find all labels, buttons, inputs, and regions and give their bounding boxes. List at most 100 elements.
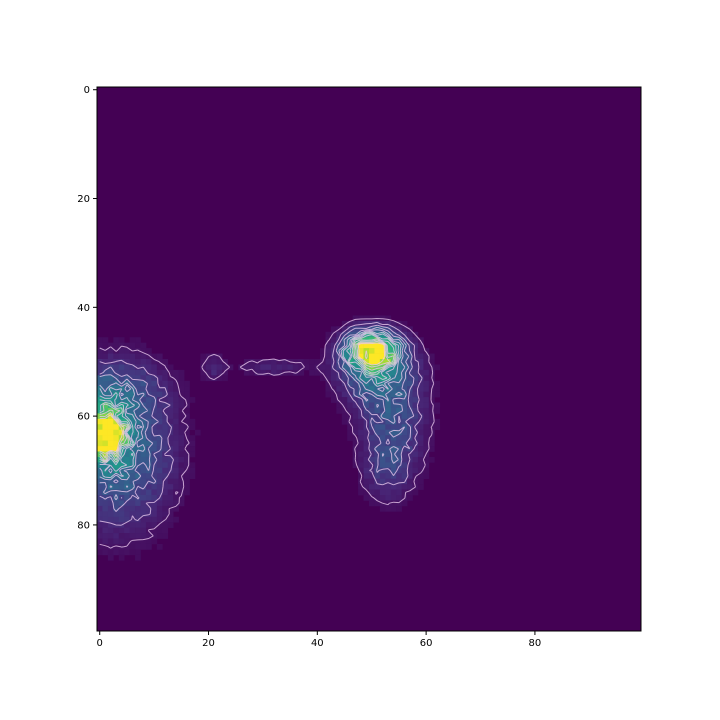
heatmap-cell xyxy=(184,478,190,485)
heatmap-cell xyxy=(156,391,163,398)
heatmap-cell xyxy=(173,435,179,441)
heatmap-cell xyxy=(396,407,402,414)
heatmap-cell xyxy=(352,413,359,420)
heatmap-cell xyxy=(407,467,413,474)
heatmap-cell xyxy=(178,435,185,441)
heatmap-cell xyxy=(428,440,435,447)
heatmap-cell xyxy=(184,407,190,414)
heatmap-cell xyxy=(407,478,413,485)
heatmap-cell xyxy=(124,489,130,496)
heatmap-cell xyxy=(107,424,114,431)
heatmap-cell xyxy=(113,397,120,403)
heatmap-cell xyxy=(401,397,408,403)
heatmap-cell xyxy=(341,407,348,414)
heatmap-cell xyxy=(374,462,381,469)
heatmap-cell xyxy=(140,543,147,550)
heatmap-cell xyxy=(363,435,370,441)
heatmap-cell xyxy=(347,397,354,403)
heatmap-cell xyxy=(107,386,114,392)
heatmap-cell xyxy=(363,489,370,496)
heatmap-cell xyxy=(107,538,114,545)
heatmap-cell xyxy=(243,364,250,371)
heatmap-cell xyxy=(145,424,152,431)
contour-line xyxy=(99,333,399,466)
x-axis: 0 20 40 60 80 xyxy=(97,631,541,649)
heatmap-cell xyxy=(129,337,136,344)
heatmap-cell xyxy=(102,391,109,398)
heatmap-cell xyxy=(396,446,402,452)
heatmap-cell xyxy=(412,386,419,392)
heatmap-cell xyxy=(401,462,408,469)
heatmap-cell xyxy=(407,413,413,420)
heatmap-cell xyxy=(390,505,397,512)
heatmap-cell xyxy=(385,391,392,398)
heatmap-cell xyxy=(352,407,359,414)
heatmap-cell xyxy=(162,380,169,387)
heatmap-cell xyxy=(347,402,354,409)
heatmap-cell xyxy=(135,473,141,480)
heatmap-cell xyxy=(325,353,332,360)
heatmap-cell xyxy=(184,386,190,392)
heatmap-cell xyxy=(336,364,343,371)
heatmap-cell xyxy=(167,397,174,403)
heatmap-cell xyxy=(129,386,136,392)
heatmap-cell xyxy=(358,353,364,360)
heatmap-cell xyxy=(145,522,152,528)
heatmap-cell xyxy=(417,380,424,387)
heatmap-cell xyxy=(390,402,397,409)
heatmap-cell xyxy=(156,505,163,512)
heatmap-cell xyxy=(396,391,402,398)
heatmap-cell xyxy=(363,359,370,365)
heatmap-cell xyxy=(107,522,114,528)
heatmap-cell xyxy=(124,435,130,441)
heatmap-cell xyxy=(140,446,147,452)
x-tick-label: 20 xyxy=(202,638,215,649)
heatmap-cell xyxy=(167,495,174,501)
heatmap-cell xyxy=(107,451,114,458)
heatmap-cell xyxy=(341,364,348,371)
heatmap-cell xyxy=(379,429,386,436)
heatmap-cell xyxy=(369,473,375,480)
heatmap-cell xyxy=(124,538,130,545)
heatmap-cell xyxy=(423,353,430,360)
heatmap-cell xyxy=(102,533,109,539)
heatmap-cell xyxy=(396,440,402,447)
heatmap-cell xyxy=(417,364,424,371)
heatmap-cell xyxy=(129,375,136,382)
heatmap-cell xyxy=(113,478,120,485)
heatmap-cell xyxy=(423,467,430,474)
heatmap-cell xyxy=(178,413,185,420)
heatmap-cell xyxy=(309,369,315,376)
heatmap-cell xyxy=(363,375,370,382)
heatmap-cell xyxy=(102,348,109,354)
heatmap-cell xyxy=(135,348,141,354)
heatmap-cell xyxy=(205,369,212,376)
heatmap-cell xyxy=(140,375,147,382)
heatmap-cell xyxy=(423,348,430,354)
heatmap-cell xyxy=(145,353,152,360)
heatmap-cell xyxy=(145,397,152,403)
heatmap-cell xyxy=(151,397,158,403)
heatmap-cell xyxy=(178,380,185,387)
heatmap-cell xyxy=(113,451,120,458)
heatmap-cell xyxy=(417,391,424,398)
heatmap-cell xyxy=(379,473,386,480)
heatmap-cell xyxy=(173,505,179,512)
heatmap-cell xyxy=(135,451,141,458)
heatmap-cell xyxy=(156,440,163,447)
heatmap-cell xyxy=(107,478,114,485)
heatmap-cell xyxy=(320,369,326,376)
heatmap-cell xyxy=(417,348,424,354)
heatmap-cell xyxy=(184,413,190,420)
heatmap-cell xyxy=(173,440,179,447)
heatmap-cell xyxy=(347,407,354,414)
heatmap-cell xyxy=(352,315,359,322)
heatmap-cell xyxy=(140,380,147,387)
heatmap-cell xyxy=(369,359,375,365)
heatmap-cell xyxy=(97,538,103,545)
heatmap-cell xyxy=(379,478,386,485)
heatmap-cell xyxy=(107,549,114,556)
heatmap-cell xyxy=(140,369,147,376)
heatmap-cell xyxy=(173,375,179,382)
heatmap-cell xyxy=(140,348,147,354)
